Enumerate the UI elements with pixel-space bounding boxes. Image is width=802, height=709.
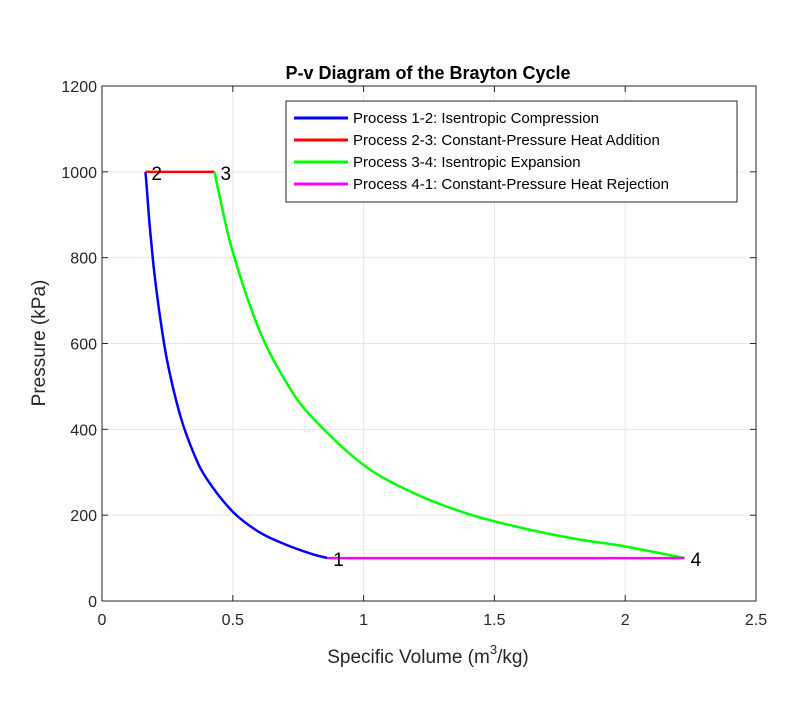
x-tick-label: 1 xyxy=(359,612,368,629)
x-axis-label-superscript: 3 xyxy=(490,642,497,657)
y-tick-label: 1200 xyxy=(61,79,97,96)
y-tick-label: 0 xyxy=(88,594,97,611)
state-point-label-2: 2 xyxy=(151,164,162,185)
x-tick-label: 1.5 xyxy=(483,612,505,629)
state-point-label-1: 1 xyxy=(333,550,344,571)
annotation-layer: 1 2 3 4 xyxy=(151,164,701,571)
y-tick-label: 1000 xyxy=(61,165,97,182)
x-tick-label: 2 xyxy=(621,612,630,629)
y-tick-label: 600 xyxy=(70,337,97,354)
y-tick-label: 200 xyxy=(70,508,97,525)
y-axis-label: Pressure (kPa) xyxy=(29,280,50,407)
y-tick-label: 800 xyxy=(70,251,97,268)
legend-entry-label: Process 3-4: Isentropic Expansion xyxy=(353,154,581,171)
series-line-process-3 xyxy=(213,171,685,560)
legend-entry-label: Process 2-3: Constant-Pressure Heat Addi… xyxy=(353,132,660,149)
state-point-label-3: 3 xyxy=(220,164,231,185)
state-point-label-4: 4 xyxy=(691,550,702,571)
legend-entry-label: Process 1-2: Isentropic Compression xyxy=(353,110,599,127)
ticks: 0 0.5 1 1.5 2 2.5 0 200 400 600 800 1000 1200 xyxy=(61,79,767,629)
x-axis-label-main: Specific Volume (m xyxy=(327,647,490,668)
x-tick-label: 0.5 xyxy=(222,612,244,629)
chart-title: P-v Diagram of the Brayton Cycle xyxy=(285,63,570,83)
legend-box xyxy=(285,100,738,203)
series-layer xyxy=(144,170,685,560)
y-tick-label: 400 xyxy=(70,422,97,439)
x-tick-label: 2.5 xyxy=(745,612,767,629)
x-tick-label: 0 xyxy=(98,612,107,629)
x-axis-label: Specific Volume (m3/kg) xyxy=(327,642,529,668)
series-line-process-1 xyxy=(144,171,328,560)
x-axis-label-tail: /kg) xyxy=(497,647,529,668)
legend-entry-label: Process 4-1: Constant-Pressure Heat Reje… xyxy=(353,176,669,193)
legend: Process 1-2: Isentropic Compression Proce… xyxy=(285,100,738,203)
